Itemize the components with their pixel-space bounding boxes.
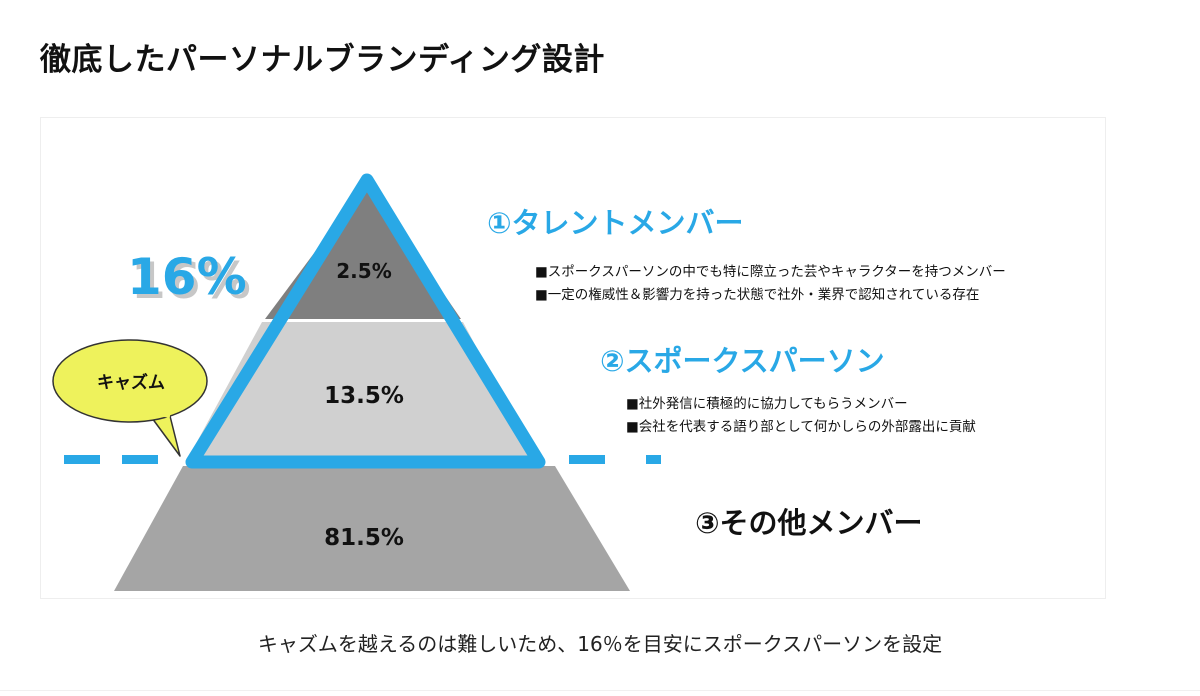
divider	[0, 690, 1200, 691]
tier-3-value: 81.5%	[324, 525, 404, 551]
tier-1-bullet: ■スポークスパーソンの中でも特に際立った芸やキャラクターを持つメンバー	[535, 264, 1006, 280]
tier-1-value: 2.5%	[336, 259, 391, 283]
tier-2-heading: ②スポークスパーソン	[600, 344, 885, 378]
chasm-triangle-outline	[185, 173, 546, 469]
tier-1-bullet: ■一定の権威性＆影響力を持った状態で社外・業界で認知されている存在	[535, 286, 979, 303]
tier-2-bullet: ■会社を代表する語り部として何かしらの外部露出に貢献	[626, 418, 976, 435]
chasm-speech-bubble	[52, 339, 208, 457]
chasm-dashed-line	[64, 455, 661, 464]
tier-1-heading: ①タレントメンバー	[487, 206, 744, 240]
tier-2-value: 13.5%	[324, 383, 404, 409]
tier-1-block	[265, 182, 461, 319]
tier-2-bullet: ■社外発信に積極的に協力してもらうメンバー	[626, 396, 908, 412]
tier-3-block	[114, 466, 630, 591]
diagram-caption: キャズムを越えるのは難しいため、16％を目安にスポークスパーソンを設定	[257, 632, 943, 656]
chasm-ratio-label: 16%	[127, 248, 247, 306]
tier-3-heading: ③その他メンバー	[695, 506, 923, 540]
chasm-ratio-shadow: 16%	[131, 252, 251, 310]
chasm-bubble-label: キャズム	[97, 372, 165, 393]
tier-2-block	[186, 322, 537, 462]
page-title: 徹底したパーソナルブランディング設計	[40, 42, 605, 78]
